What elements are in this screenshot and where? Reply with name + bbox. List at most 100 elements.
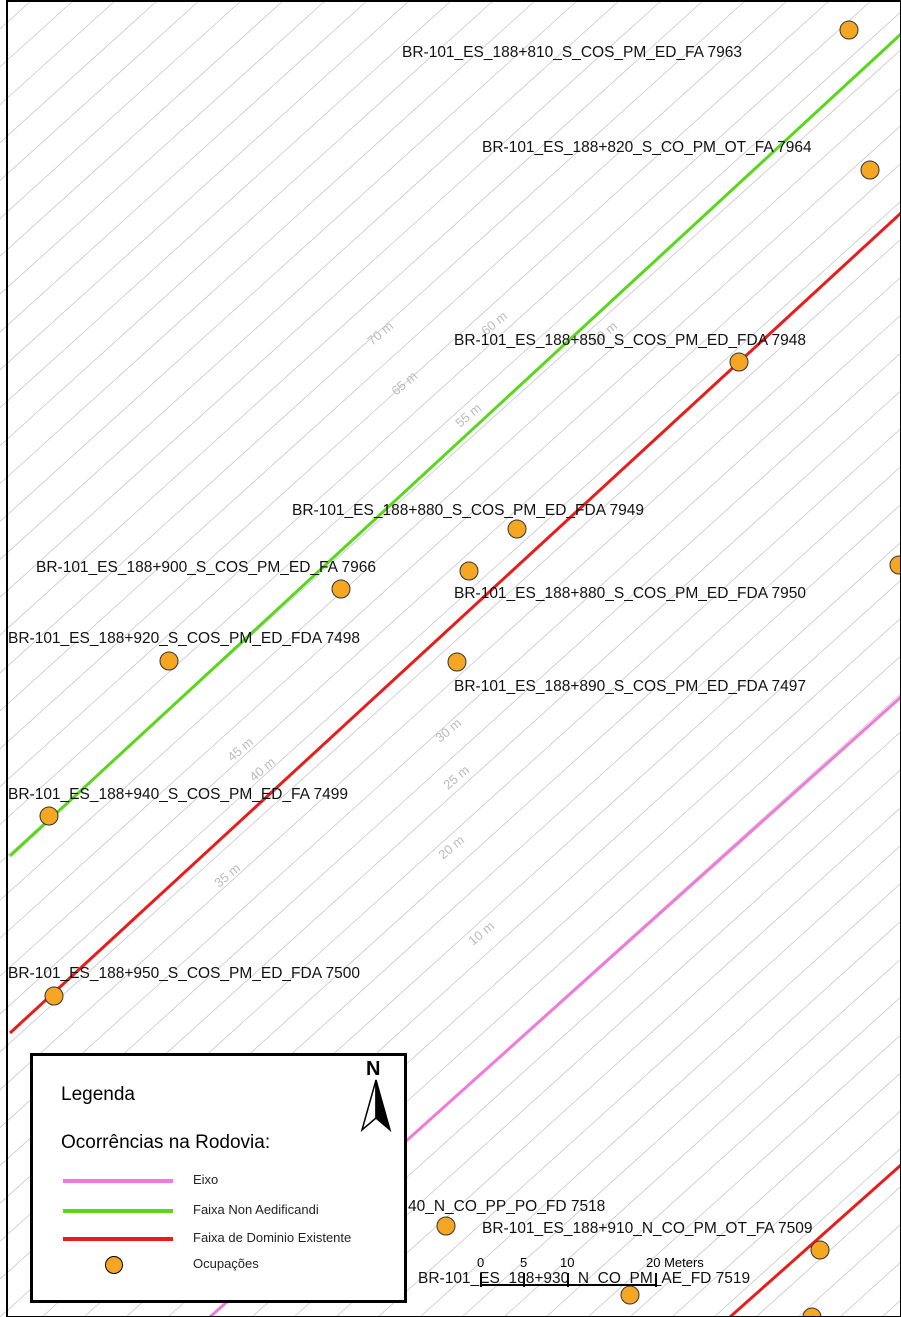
ocupacao-point[interactable] [436, 1216, 456, 1236]
distance-label: 25 m [440, 762, 472, 792]
hatch-line [545, 996, 901, 1317]
hatch-line [587, 1034, 901, 1317]
occurrence-label[interactable]: BR-101_ES_188+910_N_CO_PM_OT_FA 7509 [482, 1220, 812, 1237]
ocupacao-point[interactable] [860, 160, 880, 180]
hatch-line [167, 655, 901, 1317]
scale-bar-label: 0 [477, 1255, 484, 1270]
legend-item-faixa-dominio: Faixa de Dominio Existente [33, 1228, 404, 1250]
legend-item-label: Faixa de Dominio Existente [193, 1230, 352, 1245]
hatch-line [503, 958, 901, 1317]
scale-bar-label: 20 Meters [646, 1255, 704, 1270]
occurrence-label[interactable]: 40_N_CO_PP_PO_FD 7518 [408, 1198, 605, 1215]
occurrence-label[interactable]: BR-101_ES_188+900_S_COS_PM_ED_FA 7966 [36, 559, 376, 576]
faixa-dominio-line-south [729, 1163, 901, 1317]
hatch-line [251, 731, 901, 1317]
hatch-line [0, 0, 453, 409]
scale-bar: 0 5 10 20 Meters [477, 1255, 704, 1287]
hatch-line [0, 0, 831, 750]
hatch-line [0, 0, 789, 712]
ocupacoes-points [39, 20, 901, 1317]
ocupacao-point[interactable] [802, 1307, 822, 1317]
legend-box: Legenda Ocorrências na Rodovia: Eixo Fai… [30, 1053, 407, 1303]
hatch-line [0, 0, 705, 636]
hatch-line [461, 920, 901, 1317]
ocupacao-point[interactable] [331, 579, 351, 599]
occurrence-label[interactable]: BR-101_ES_188+820_S_CO_PM_OT_FA 7964 [482, 139, 812, 156]
legend-item-label: Eixo [193, 1172, 219, 1187]
hatch-line [0, 0, 747, 674]
hatch-line [0, 0, 537, 485]
hatch-line [335, 806, 901, 1317]
hatch-line [0, 0, 621, 560]
eixo-swatch [63, 1179, 173, 1183]
hatch-line [0, 0, 873, 788]
distance-label: 40 m [246, 754, 278, 784]
ocupacao-point[interactable] [39, 806, 59, 826]
hatch-line [671, 1109, 901, 1317]
distance-labels: 70 m 65 m 60 m 55 m 50 m 45 m 40 m 35 m … [211, 308, 620, 948]
ocupacao-point[interactable] [507, 519, 527, 539]
hatch-line [0, 0, 579, 522]
scale-bar-label: 5 [520, 1255, 527, 1270]
occurrence-label[interactable]: BR-101_ES_188+950_S_COS_PM_ED_FDA 7500 [8, 965, 360, 982]
faixa-dominio-line [8, 211, 901, 1035]
ocupacao-point[interactable] [159, 651, 179, 671]
distance-label: 10 m [465, 918, 497, 948]
faixa-non-aedificandi-line [8, 32, 901, 858]
ocupacao-point[interactable] [44, 986, 64, 1006]
occurrence-label[interactable]: BR-101_ES_188+890_S_COS_PM_ED_FDA 7497 [454, 678, 806, 695]
occurrence-label[interactable]: BR-101_ES_188+920_S_COS_PM_ED_FDA 7498 [8, 630, 360, 647]
hatch-line [0, 0, 369, 333]
legend-item-label: Faixa Non Aedificandi [193, 1202, 319, 1217]
occurrence-label[interactable]: BR-101_ES_188+940_S_COS_PM_ED_FA 7499 [8, 786, 348, 803]
occurrence-label[interactable]: BR-101_ES_188+880_S_COS_PM_ED_FDA 7949 [292, 502, 644, 519]
scale-bar-label: 10 [560, 1255, 574, 1270]
ocupacao-point[interactable] [620, 1285, 640, 1305]
north-arrow-icon [360, 1079, 392, 1133]
occurrence-labels: BR-101_ES_188+810_S_COS_PM_ED_FA 7963 BR… [8, 44, 812, 1287]
distance-label: 30 m [432, 715, 464, 745]
ocupacao-point[interactable] [810, 1240, 830, 1260]
occurrence-label[interactable]: BR-101_ES_188+930_N_CO_PM_AE_FD 7519 [418, 1270, 750, 1287]
faixa-dominio-swatch [63, 1237, 173, 1241]
faixa-non-aedificandi-swatch [63, 1209, 173, 1213]
distance-label: 55 m [452, 400, 484, 430]
ocupacao-point[interactable] [447, 652, 467, 672]
distance-label: 20 m [435, 832, 467, 862]
ocupacao-point[interactable] [889, 555, 901, 575]
map-border [6, 0, 901, 1317]
hatch-line [377, 844, 901, 1317]
hatch-line [0, 0, 663, 598]
hatch-line [293, 768, 901, 1317]
occurrence-label[interactable]: BR-101_ES_188+880_S_COS_PM_ED_FDA 7950 [454, 585, 806, 602]
occurrence-label[interactable]: BR-101_ES_188+850_S_COS_PM_ED_FDA 7948 [454, 332, 806, 349]
hatch-line [0, 0, 327, 295]
ocupacoes-swatch [105, 1256, 123, 1274]
legend-item-eixo: Eixo [33, 1170, 404, 1192]
ocupacao-point[interactable] [839, 20, 859, 40]
distance-label: 35 m [211, 860, 243, 890]
north-letter: N [366, 1058, 381, 1080]
hatch-line [629, 1072, 901, 1317]
distance-label: 65 m [388, 368, 420, 398]
hatch-line [0, 0, 411, 371]
occurrence-label[interactable]: BR-101_ES_188+810_S_COS_PM_ED_FA 7963 [402, 44, 742, 61]
hatch-line [755, 1185, 901, 1317]
hatch-line [0, 0, 495, 447]
legend-title: Legenda [61, 1084, 135, 1105]
legend-item-ocupacoes: Ocupações [33, 1254, 404, 1276]
hatch-line [419, 882, 901, 1317]
ocupacao-point[interactable] [729, 352, 749, 372]
hatch-line [0, 0, 285, 257]
legend-subtitle: Ocorrências na Rodovia: [61, 1132, 271, 1153]
ocupacao-point[interactable] [459, 561, 479, 581]
distance-label: 70 m [364, 318, 396, 348]
